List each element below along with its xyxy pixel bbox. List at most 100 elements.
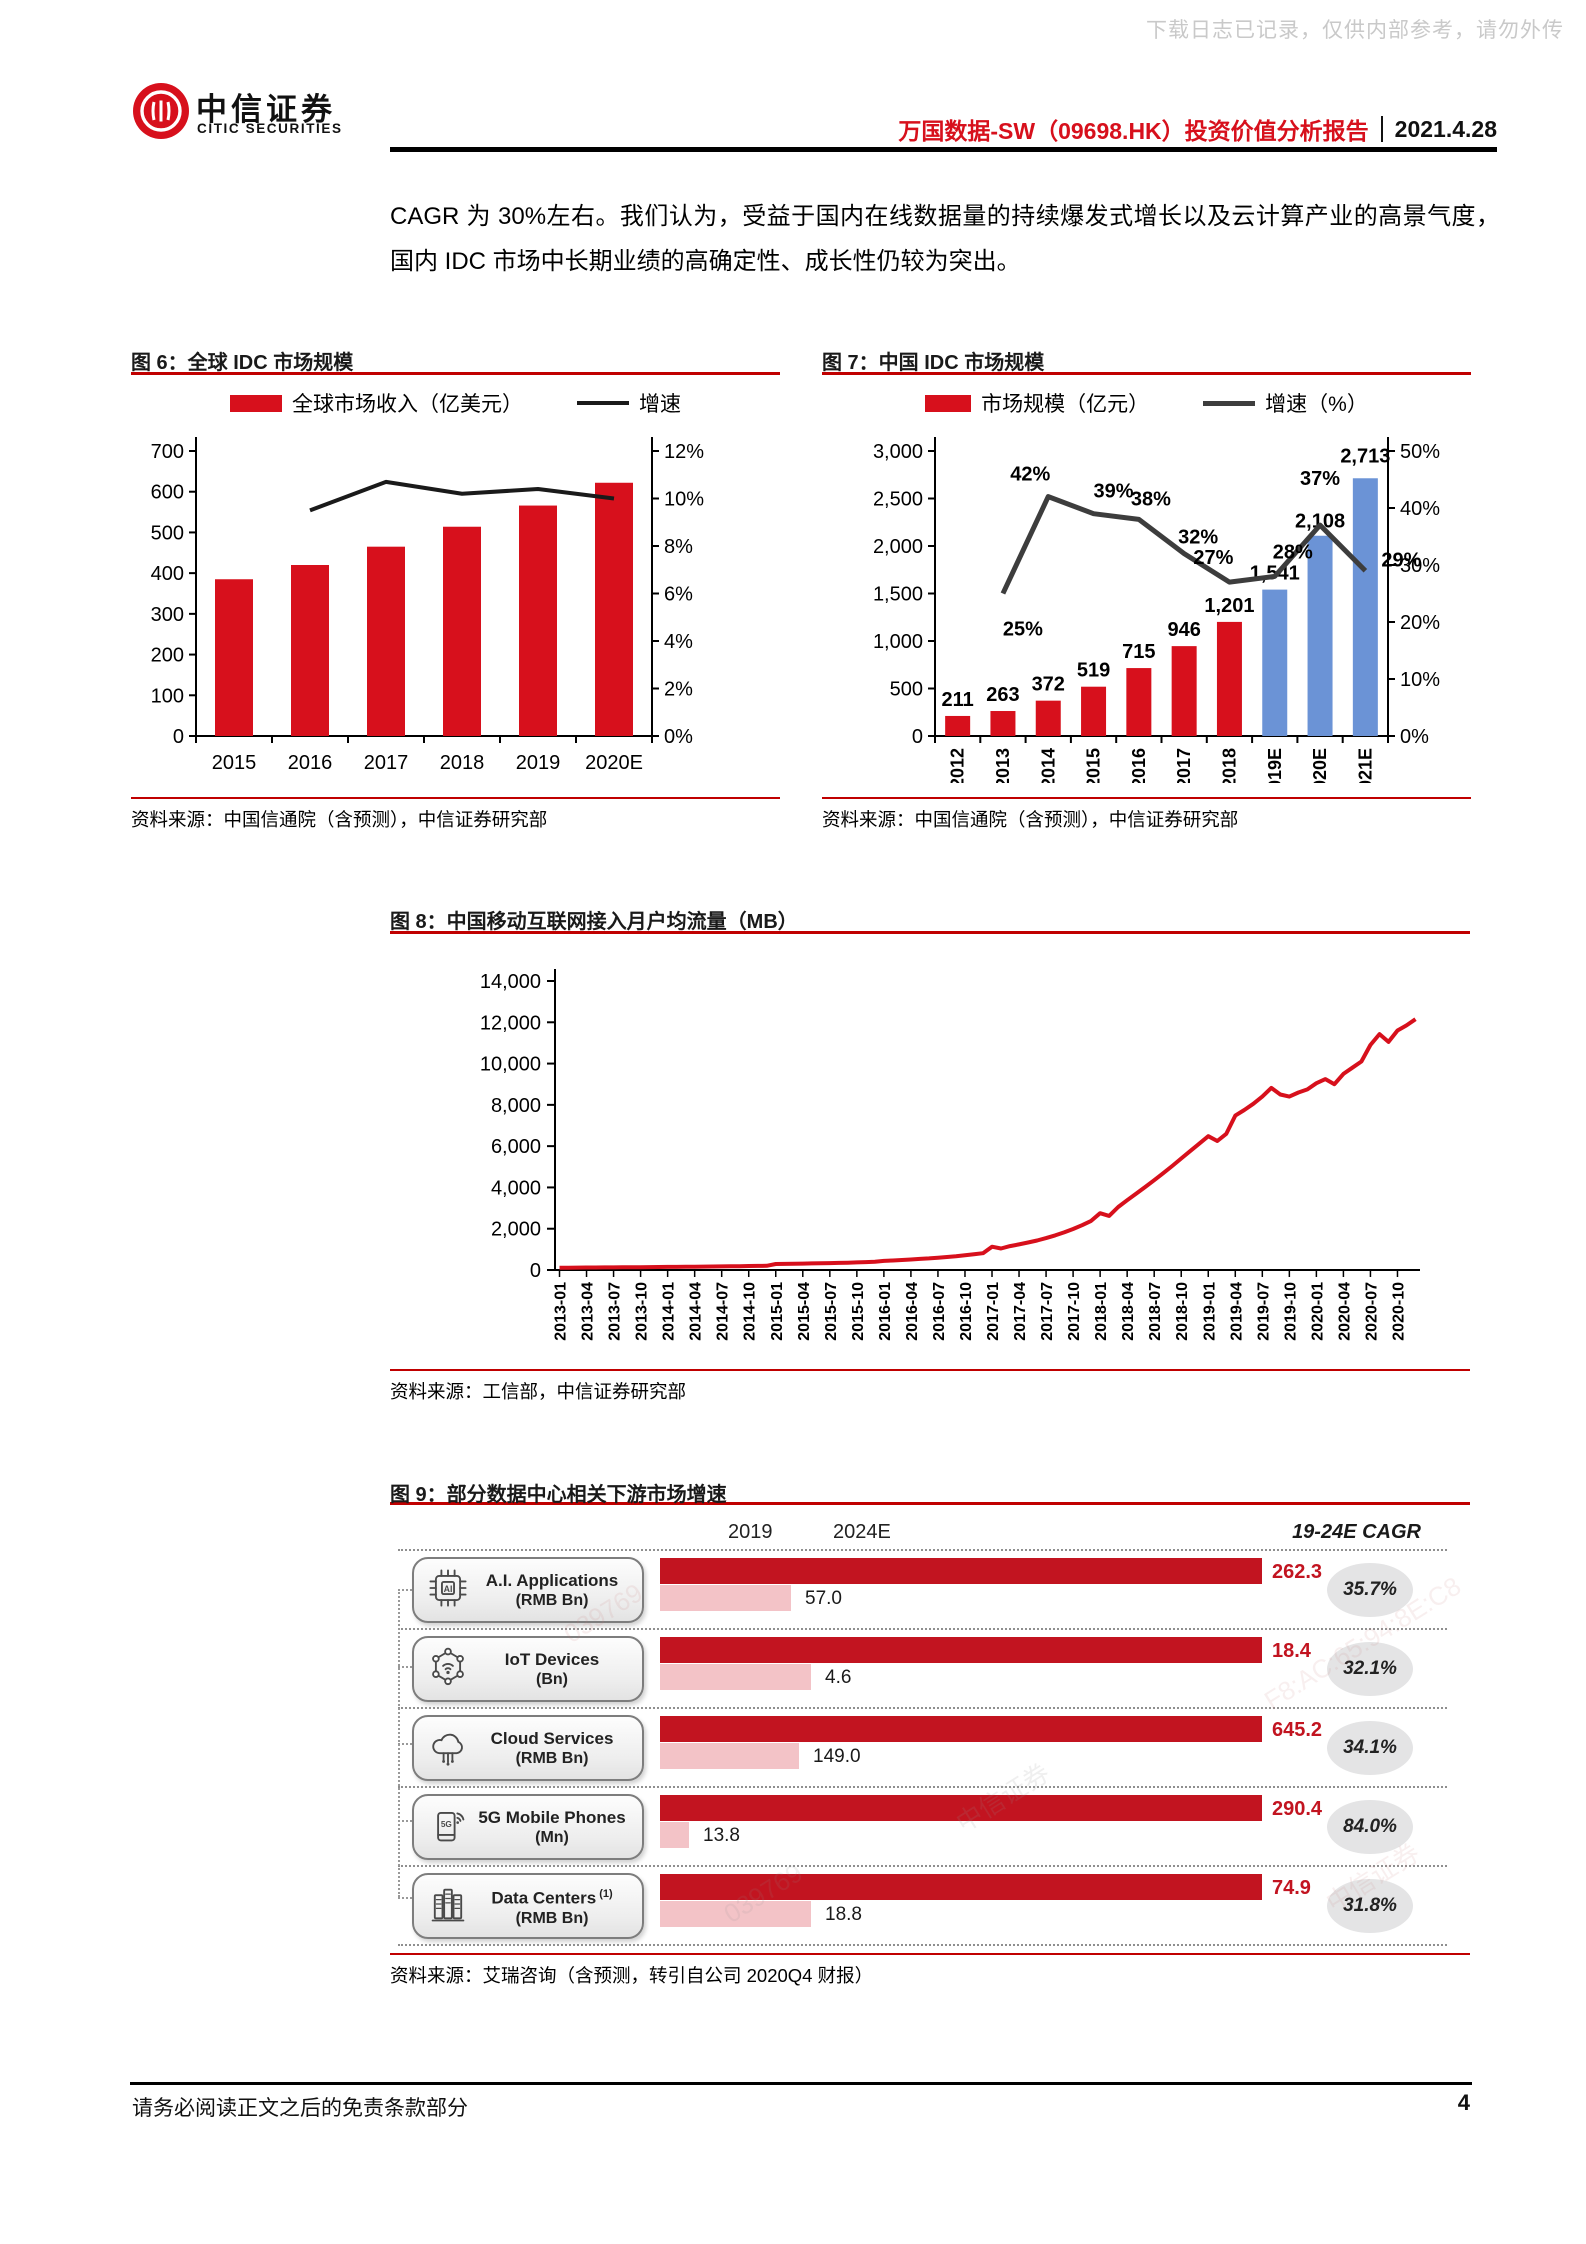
line-value-label: 29% xyxy=(1381,550,1421,572)
left-tick-label: 0 xyxy=(912,726,923,748)
bar-2024e xyxy=(660,1795,1262,1821)
figure8-source-rule xyxy=(390,1369,1470,1371)
figure7-source-rule xyxy=(822,797,1471,799)
category-unit: (RMB Bn) xyxy=(515,1749,589,1767)
report-header: 万国数据-SW（09698.HK）投资价值分析报告 2021.4.28 xyxy=(898,112,1497,146)
figure6-title: 图 6：全球 IDC 市场规模 xyxy=(131,352,354,374)
figure9-title-rule xyxy=(390,1502,1470,1505)
x-tick-label: 2015-04 xyxy=(796,1282,813,1341)
category-box: 5G 5G Mobile Phones (Mn) xyxy=(412,1794,644,1860)
figure9-rows: AI A.I. Applications (RMB Bn) 262.3 57.0 35.7… xyxy=(398,1549,1447,1946)
cagr-badge: 32.1% xyxy=(1327,1642,1413,1696)
x-tick-label: 2017-01 xyxy=(985,1282,1002,1341)
header-rule xyxy=(390,147,1497,152)
x-tick-label: 2017-10 xyxy=(1066,1282,1083,1341)
datacenter-icon xyxy=(431,1888,465,1921)
x-label: 2014 xyxy=(1038,748,1058,783)
right-tick-label: 40% xyxy=(1400,498,1440,520)
x-tick-label: 2020-10 xyxy=(1390,1282,1407,1341)
x-tick-label: 2014-04 xyxy=(688,1282,705,1341)
logo-text-en: CITIC SECURITIES xyxy=(197,121,343,136)
x-label: 2013 xyxy=(993,748,1013,783)
x-label: 2018 xyxy=(440,752,485,774)
x-tick-label: 2018-01 xyxy=(1093,1282,1110,1341)
figure7-title: 图 7：中国 IDC 市场规模 xyxy=(822,352,1045,374)
category-name: Data Centers (1) xyxy=(491,1888,613,1908)
value-2024e: 18.4 xyxy=(1272,1640,1311,1662)
left-tick-label: 2,000 xyxy=(873,536,923,558)
right-tick-label: 12% xyxy=(664,441,704,463)
right-tick-label: 2% xyxy=(664,679,693,701)
figure9-source: 资料来源：艾瑞咨询（含预测，转引自公司 2020Q4 财报） xyxy=(390,1965,874,1986)
bar-2013 xyxy=(990,711,1016,736)
value-2019: 57.0 xyxy=(805,1588,842,1609)
bar-value-label: 263 xyxy=(986,684,1019,706)
bar-2016 xyxy=(291,565,329,736)
figure7-source: 资料来源：中国信通院（含预测），中信证券研究部 xyxy=(822,809,1239,830)
right-tick-label: 4% xyxy=(664,631,693,653)
x-tick-label: 2013-04 xyxy=(580,1282,597,1341)
legend-2019-label: 2019 xyxy=(728,1521,773,1543)
figure8-source: 资料来源：工信部，中信证券研究部 xyxy=(390,1381,687,1402)
bar-value-label: 2,713 xyxy=(1340,445,1390,467)
figure7: 图 7：中国 IDC 市场规模 市场规模（亿元） 增速（%） 0 500 1,000… xyxy=(822,346,1471,832)
right-tick-label: 10% xyxy=(1400,669,1440,691)
line-value-label: 42% xyxy=(1010,464,1050,486)
market-row-5: Data Centers (1) (RMB Bn) 74.9 18.8 31.8% xyxy=(398,1865,1447,1944)
x-tick-label: 2015-07 xyxy=(823,1282,840,1341)
x-label: 2020E xyxy=(1310,748,1330,783)
legend-line-label: 增速 xyxy=(639,393,681,416)
x-tick-label: 2015-01 xyxy=(769,1282,786,1341)
bar-2019 xyxy=(660,1743,799,1769)
category-unit: (Bn) xyxy=(536,1670,568,1688)
x-tick-label: 2018-10 xyxy=(1174,1282,1191,1341)
header-divider xyxy=(1380,116,1383,142)
y-tick-label: 14,000 xyxy=(480,971,541,993)
bar-2024e xyxy=(660,1874,1262,1900)
y-tick-label: 4,000 xyxy=(491,1177,541,1199)
x-tick-label: 2013-10 xyxy=(634,1282,651,1341)
bar-2019E xyxy=(1262,589,1288,736)
line-value-label: 28% xyxy=(1273,541,1313,563)
confidential-watermark: 下载日志已记录，仅供内部参考，请勿外传 xyxy=(1146,19,1564,42)
bar-2015 xyxy=(215,579,253,736)
legend-bar-swatch xyxy=(230,394,282,412)
figure6-source: 资料来源：中国信通院（含预测），中信证券研究部 xyxy=(131,809,548,830)
line-value-label: 25% xyxy=(1003,619,1043,641)
connector-stub xyxy=(398,1897,412,1899)
category-box: Cloud Services (RMB Bn) xyxy=(412,1715,644,1781)
x-tick-label: 2019-07 xyxy=(1255,1282,1272,1341)
category-unit: (RMB Bn) xyxy=(515,1591,589,1609)
bar-value-label: 372 xyxy=(1032,674,1065,696)
right-tick-label: 50% xyxy=(1400,441,1440,463)
figure9-title: 图 9：部分数据中心相关下游市场增速 xyxy=(390,1484,727,1506)
left-tick-label: 400 xyxy=(151,563,184,585)
bar-2021E xyxy=(1352,478,1378,736)
figure6-title-rule xyxy=(131,372,780,375)
y-tick-label: 8,000 xyxy=(491,1095,541,1117)
left-tick-label: 1,000 xyxy=(873,631,923,653)
category-name: 5G Mobile Phones xyxy=(478,1807,626,1827)
category-name: Cloud Services xyxy=(490,1728,614,1748)
bar-2017 xyxy=(1171,646,1197,736)
cagr-badge: 84.0% xyxy=(1327,1800,1413,1854)
report-date: 2021.4.28 xyxy=(1394,115,1497,142)
right-tick-label: 10% xyxy=(664,489,704,511)
bar-2024e xyxy=(660,1637,1262,1663)
category-box: AI A.I. Applications (RMB Bn) xyxy=(412,1557,644,1623)
value-2019: 149.0 xyxy=(813,1746,861,1767)
bar-2014 xyxy=(1035,700,1061,736)
left-tick-label: 100 xyxy=(151,685,184,707)
y-tick-label: 2,000 xyxy=(491,1219,541,1241)
connector-stub xyxy=(398,1743,412,1745)
right-tick-label: 0% xyxy=(1400,726,1429,748)
market-row-1: AI A.I. Applications (RMB Bn) 262.3 57.0 35.7… xyxy=(398,1549,1447,1628)
y-tick-label: 0 xyxy=(530,1260,541,1282)
traffic-line xyxy=(559,1017,1417,1270)
x-label: 2015 xyxy=(1084,748,1104,783)
figure6: 图 6：全球 IDC 市场规模 全球市场收入（亿美元） 增速 0 100 200 30… xyxy=(131,346,780,832)
category-box: IoT Devices (Bn) xyxy=(412,1636,644,1702)
bar-2012 xyxy=(945,715,971,736)
line-value-label: 38% xyxy=(1131,488,1171,510)
market-row-3: Cloud Services (RMB Bn) 645.2 149.0 34.1% xyxy=(398,1707,1447,1786)
